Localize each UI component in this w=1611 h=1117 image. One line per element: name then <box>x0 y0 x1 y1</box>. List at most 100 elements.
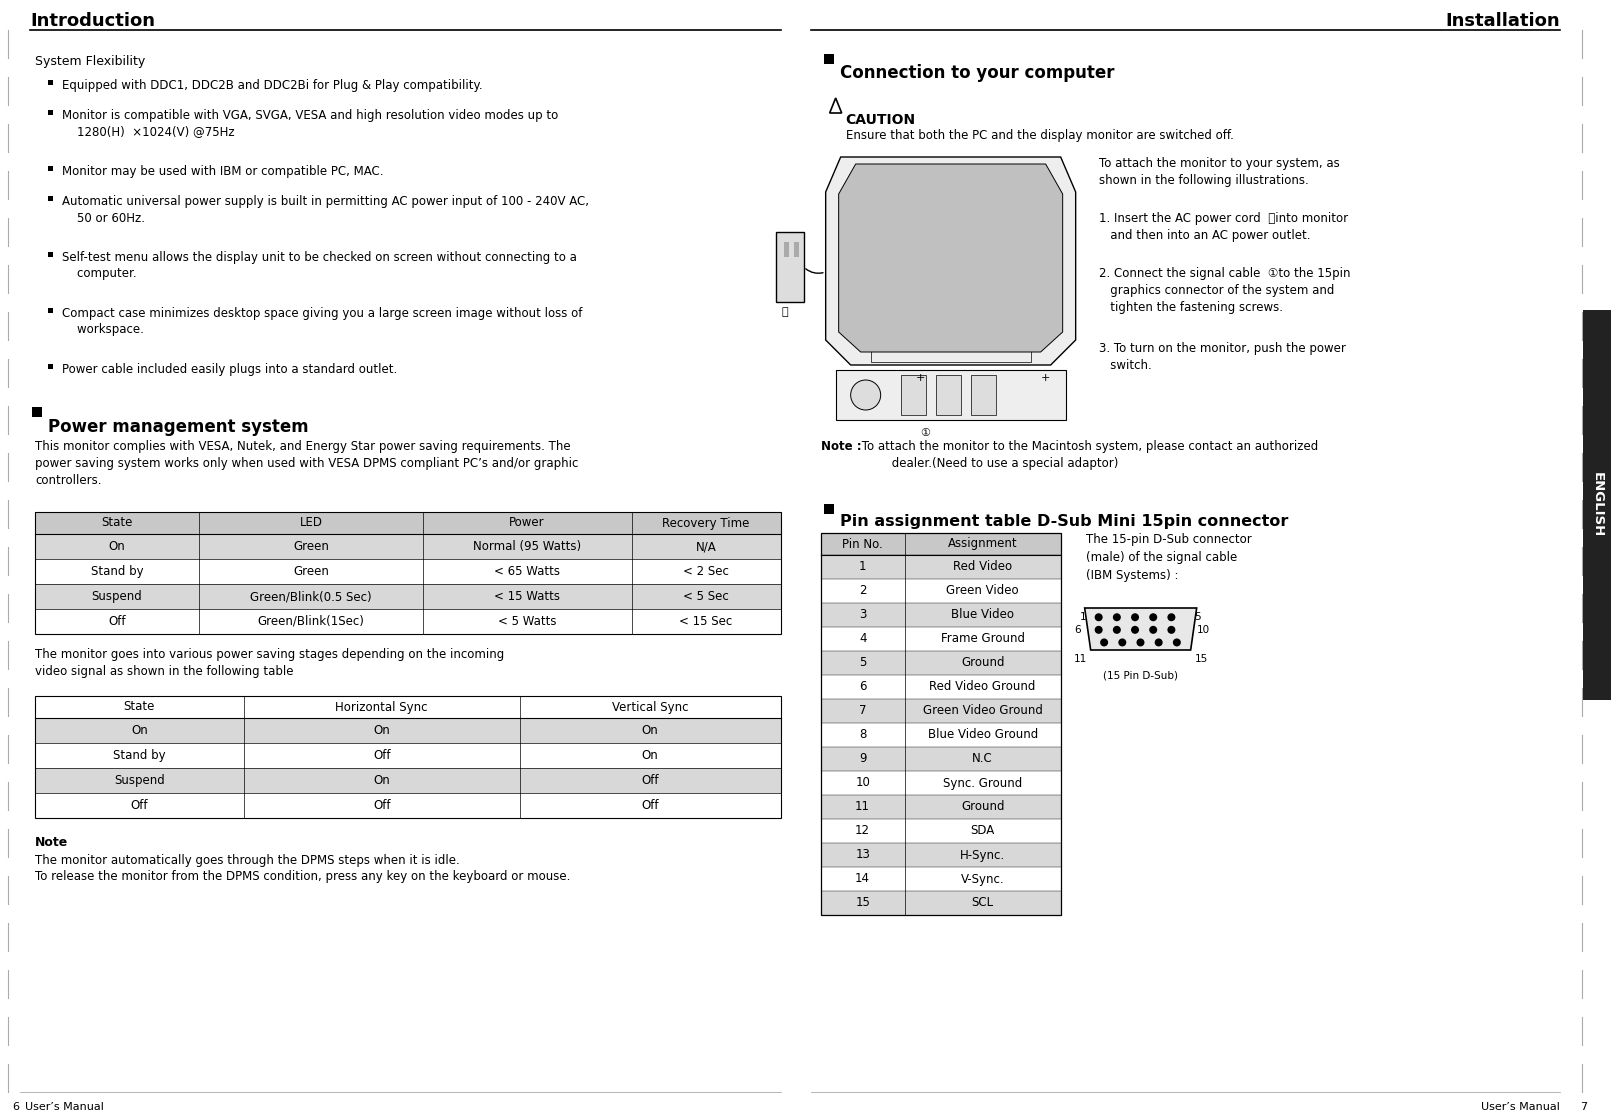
Bar <box>48 80 53 85</box>
Circle shape <box>1094 613 1102 621</box>
Text: +: + <box>915 373 925 383</box>
Circle shape <box>1149 626 1157 633</box>
Text: Note :: Note : <box>820 440 862 454</box>
Text: User’s Manual: User’s Manual <box>1481 1102 1559 1113</box>
Bar <box>775 232 804 302</box>
Text: SCL: SCL <box>971 897 994 909</box>
Text: Monitor is compatible with VGA, SVGA, VESA and high resolution video modes up to: Monitor is compatible with VGA, SVGA, VE… <box>61 109 559 139</box>
Bar <box>820 699 1060 723</box>
Text: 9: 9 <box>859 753 867 765</box>
Text: Vertical Sync: Vertical Sync <box>612 700 688 714</box>
Bar <box>775 232 804 302</box>
Circle shape <box>1168 626 1176 633</box>
Bar <box>820 555 1060 579</box>
Text: Off: Off <box>641 774 659 787</box>
Text: 6: 6 <box>859 680 867 694</box>
Text: N.C: N.C <box>973 753 992 765</box>
Bar <box>823 504 833 514</box>
Bar <box>971 347 978 360</box>
Text: Normal (95 Watts): Normal (95 Watts) <box>474 540 582 553</box>
Text: On: On <box>108 540 126 553</box>
Text: Note: Note <box>35 836 68 849</box>
Text: 1. Insert the AC power cord  Ⓐinto monitor
   and then into an AC power outlet.: 1. Insert the AC power cord Ⓐinto monito… <box>1099 212 1348 242</box>
Text: Off: Off <box>108 615 126 628</box>
Text: 10: 10 <box>855 776 870 790</box>
Text: 5: 5 <box>1195 612 1202 622</box>
Text: < 5 Watts: < 5 Watts <box>498 615 556 628</box>
Bar <box>48 308 53 313</box>
Text: Green/Blink(0.5 Sec): Green/Blink(0.5 Sec) <box>250 590 372 603</box>
Bar <box>941 347 949 360</box>
Text: Stand by: Stand by <box>113 750 166 762</box>
Text: Introduction: Introduction <box>31 12 155 30</box>
Text: This monitor complies with VESA, Nutek, and Energy Star power saving requirement: This monitor complies with VESA, Nutek, … <box>35 440 578 487</box>
Text: Green: Green <box>293 565 329 577</box>
Bar <box>794 242 799 257</box>
Text: Compact case minimizes desktop space giving you a large screen image without los: Compact case minimizes desktop space giv… <box>61 307 582 336</box>
Text: On: On <box>641 750 659 762</box>
Text: Off: Off <box>374 750 390 762</box>
Bar <box>820 651 1060 675</box>
Text: Red Video Ground: Red Video Ground <box>930 680 1036 694</box>
Text: < 15 Watts: < 15 Watts <box>495 590 561 603</box>
Text: Horizontal Sync: Horizontal Sync <box>335 700 429 714</box>
Text: Suspend: Suspend <box>114 774 164 787</box>
Bar <box>35 512 781 534</box>
Bar <box>971 375 996 416</box>
Text: Off: Off <box>374 799 390 812</box>
Polygon shape <box>839 164 1063 352</box>
Text: The monitor automatically goes through the DPMS steps when it is idle.: The monitor automatically goes through t… <box>35 855 459 867</box>
Bar <box>955 347 963 360</box>
Bar <box>35 534 781 558</box>
Circle shape <box>1118 639 1126 647</box>
Text: Off: Off <box>130 799 148 812</box>
Polygon shape <box>826 157 1076 365</box>
Text: < 5 Sec: < 5 Sec <box>683 590 728 603</box>
Circle shape <box>1131 613 1139 621</box>
Bar <box>901 375 926 416</box>
Bar <box>48 109 53 115</box>
Bar <box>48 364 53 369</box>
Text: State: State <box>124 700 155 714</box>
Text: On: On <box>130 724 148 737</box>
Text: Green: Green <box>293 540 329 553</box>
Text: 10: 10 <box>1197 624 1210 634</box>
Bar <box>820 795 1060 819</box>
Bar <box>926 347 934 360</box>
Text: Green/Blink(1Sec): Green/Blink(1Sec) <box>258 615 364 628</box>
Text: Ensure that both the PC and the display monitor are switched off.: Ensure that both the PC and the display … <box>846 128 1234 142</box>
Text: 6: 6 <box>1075 624 1081 634</box>
Bar <box>820 533 1060 915</box>
Bar <box>35 512 781 634</box>
Bar <box>870 345 1031 362</box>
Text: Equipped with DDC1, DDC2B and DDC2Bi for Plug & Play compatibility.: Equipped with DDC1, DDC2B and DDC2Bi for… <box>61 79 483 92</box>
Text: Green Video: Green Video <box>946 584 1020 598</box>
Text: To attach the monitor to your system, as
shown in the following illustrations.: To attach the monitor to your system, as… <box>1099 157 1339 187</box>
Text: 15: 15 <box>1195 653 1208 663</box>
Circle shape <box>1094 626 1102 633</box>
Text: < 15 Sec: < 15 Sec <box>680 615 733 628</box>
Circle shape <box>1155 639 1163 647</box>
Text: To release the monitor from the DPMS condition, press any key on the keyboard or: To release the monitor from the DPMS con… <box>35 870 570 884</box>
Bar <box>820 603 1060 627</box>
Text: Automatic universal power supply is built in permitting AC power input of 100 - : Automatic universal power supply is buil… <box>61 195 590 225</box>
Circle shape <box>1136 639 1144 647</box>
Text: H-Sync.: H-Sync. <box>960 849 1005 861</box>
Text: LED: LED <box>300 516 322 529</box>
Text: Monitor may be used with IBM or compatible PC, MAC.: Monitor may be used with IBM or compatib… <box>61 165 383 178</box>
Bar <box>35 768 781 793</box>
Text: Power management system: Power management system <box>48 418 309 436</box>
Text: 8: 8 <box>859 728 867 742</box>
Text: 11: 11 <box>855 801 870 813</box>
Text: ①: ① <box>920 428 931 438</box>
Bar <box>35 584 781 609</box>
Text: User’s Manual: User’s Manual <box>26 1102 103 1113</box>
Bar <box>820 891 1060 915</box>
Circle shape <box>1113 613 1121 621</box>
Bar <box>820 843 1060 867</box>
Text: < 2 Sec: < 2 Sec <box>683 565 730 577</box>
Text: 3: 3 <box>859 609 867 621</box>
Text: 12: 12 <box>855 824 870 838</box>
Text: 2. Connect the signal cable  ①to the 15pin
   graphics connector of the system a: 2. Connect the signal cable ①to the 15pi… <box>1099 267 1350 314</box>
Bar <box>35 696 781 818</box>
